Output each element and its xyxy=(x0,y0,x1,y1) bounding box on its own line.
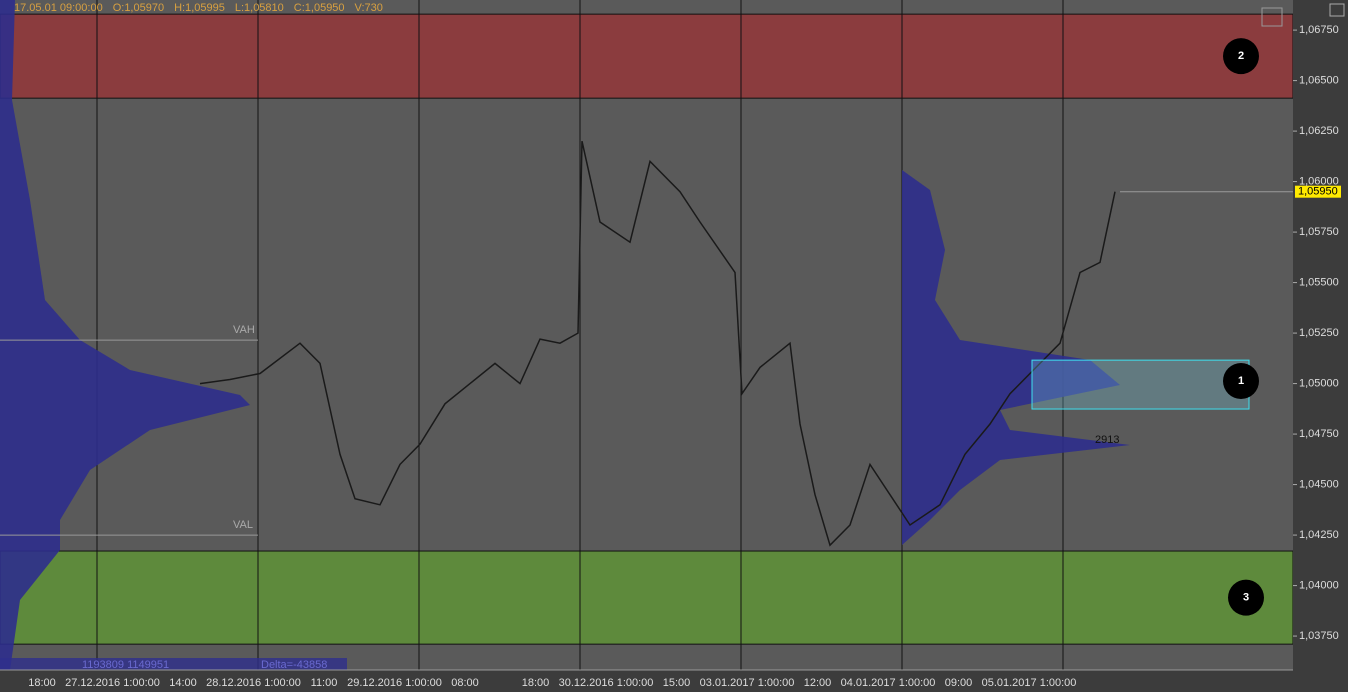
x-tick-label: 27.12.2016 1:00:00 xyxy=(65,677,160,689)
x-tick-label: 09:00 xyxy=(945,677,973,689)
zone xyxy=(0,13,1294,99)
volume-profile xyxy=(902,170,1130,545)
y-tick-label: 1,05000 xyxy=(1299,377,1339,389)
x-tick-label: 28.12.2016 1:00:00 xyxy=(206,677,301,689)
zone-label: 2 xyxy=(1238,50,1244,62)
header-item: H:1,05995 xyxy=(174,2,225,14)
level-label: VAH xyxy=(233,324,255,336)
y-tick-label: 1,05500 xyxy=(1299,276,1339,288)
x-tick-label: 15:00 xyxy=(663,677,691,689)
x-tick-label: 05.01.2017 1:00:00 xyxy=(982,677,1077,689)
x-tick-label: 04.01.2017 1:00:00 xyxy=(841,677,936,689)
y-tick-label: 1,05250 xyxy=(1299,327,1339,339)
last-price-tag xyxy=(1295,185,1341,198)
y-tick-label: 1,06250 xyxy=(1299,125,1339,137)
y-tick-label: 1,03750 xyxy=(1299,630,1339,642)
volume-profile xyxy=(0,0,250,670)
axis-bg xyxy=(1293,0,1348,692)
header-item: C:1,05950 xyxy=(294,2,345,14)
x-tick-label: 18:00 xyxy=(522,677,550,689)
y-tick-label: 1,06750 xyxy=(1299,24,1339,36)
header-item: 17.05.01 09:00:00 xyxy=(14,2,103,14)
box-badge xyxy=(1223,363,1259,399)
f-button[interactable] xyxy=(1329,3,1345,17)
x-tick-label: 18:00 xyxy=(28,677,56,689)
level-label: VAL xyxy=(233,519,253,531)
y-tick-label: 1,04750 xyxy=(1299,428,1339,440)
x-tick-label: 14:00 xyxy=(169,677,197,689)
footer-delta: Delta=-43858 xyxy=(261,659,327,671)
header-item: L:1,05810 xyxy=(235,2,284,14)
x-tick-label: 03.01.2017 1:00:00 xyxy=(700,677,795,689)
last-price-label: 1,05950 xyxy=(1298,186,1338,198)
box-label: 1 xyxy=(1238,375,1244,387)
x-tick-label: 12:00 xyxy=(804,677,832,689)
y-tick-label: 1,04250 xyxy=(1299,529,1339,541)
y-tick-label: 1,06500 xyxy=(1299,75,1339,87)
highlight-box xyxy=(1031,359,1250,410)
header-item: O:1,05970 xyxy=(113,2,164,14)
x-tick-label: 30.12.2016 1:00:00 xyxy=(559,677,654,689)
x-tick-label: 11:00 xyxy=(311,677,338,689)
header-item: V:730 xyxy=(355,2,383,14)
price-line xyxy=(199,141,1116,547)
y-tick-label: 1,04000 xyxy=(1299,579,1339,591)
scroll-button[interactable] xyxy=(1261,7,1283,27)
y-tick-label: 1,06000 xyxy=(1299,175,1339,187)
y-tick-label: 1,05750 xyxy=(1299,226,1339,238)
zone-badge xyxy=(1228,579,1264,616)
footer-volume: 1193809 1149951 xyxy=(82,659,169,671)
y-tick-label: 1,04500 xyxy=(1299,478,1339,490)
zone-badge xyxy=(1223,38,1259,75)
volume-note: 2913 xyxy=(1095,434,1119,446)
zone xyxy=(0,550,1294,645)
x-tick-label: 29.12.2016 1:00:00 xyxy=(347,677,442,689)
zone-label: 3 xyxy=(1243,591,1249,603)
footer-bar xyxy=(0,658,347,670)
x-tick-label: 08:00 xyxy=(451,677,479,689)
